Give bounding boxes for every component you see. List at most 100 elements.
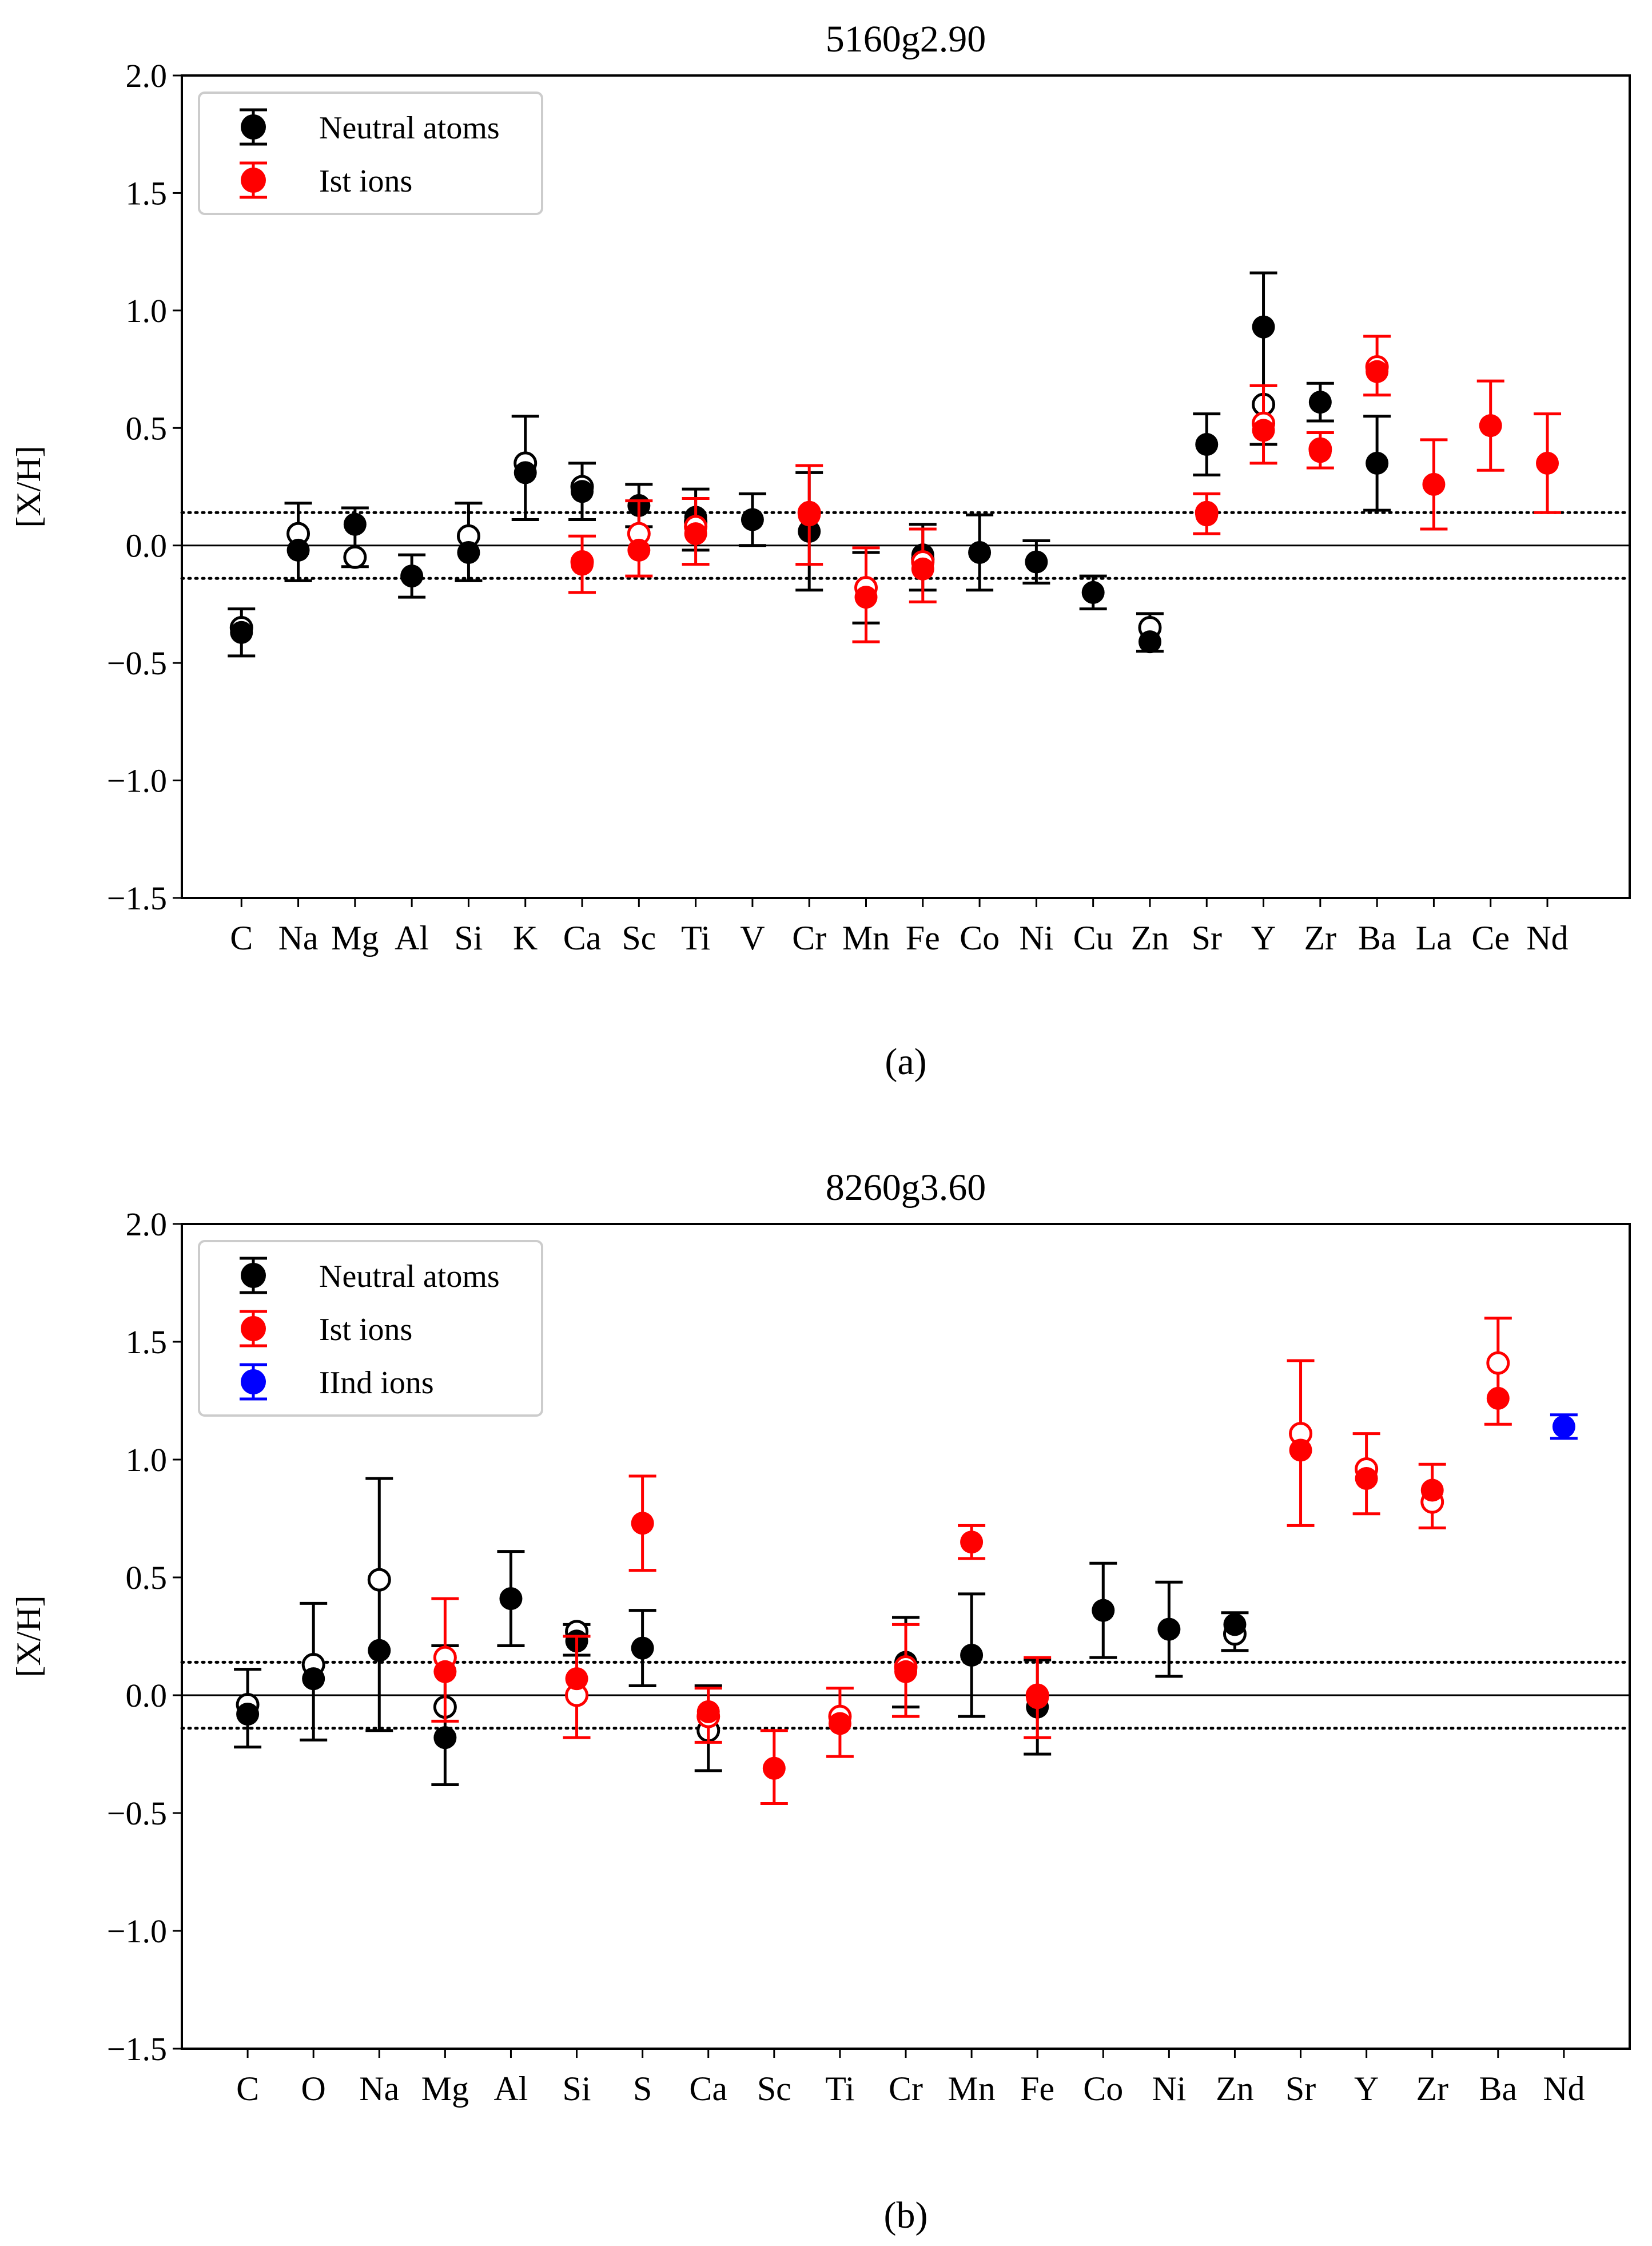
data-point — [511, 415, 539, 522]
data-point — [563, 1635, 591, 1739]
filled-marker — [1195, 503, 1219, 527]
x-tick-label: Sc — [757, 2070, 791, 2108]
filled-marker — [343, 512, 367, 536]
data-point — [1476, 379, 1504, 472]
plot-frame — [181, 1223, 1631, 2050]
data-point — [760, 1729, 788, 1806]
data-point — [228, 607, 256, 658]
filled-marker — [565, 1667, 588, 1691]
y-tick-label: −0.5 — [107, 645, 167, 682]
legend-entry-neutral: Neutral atoms — [240, 108, 500, 146]
y-tick-label: 2.0 — [126, 57, 168, 94]
legend-marker — [241, 1263, 266, 1288]
filled-marker — [457, 541, 480, 565]
y-tick-label: 1.5 — [126, 174, 168, 212]
filled-marker — [1081, 581, 1105, 604]
filled-marker — [1308, 391, 1332, 414]
x-tick-label: Cr — [889, 2070, 923, 2108]
filled-marker — [741, 508, 764, 531]
data-point — [1249, 384, 1277, 465]
y-tick-label: 0.0 — [126, 527, 168, 565]
data-point — [1550, 1413, 1578, 1440]
filled-marker — [1157, 1617, 1181, 1641]
x-tick-label: Nd — [1543, 2070, 1585, 2108]
x-tick-label: Fe — [1020, 2070, 1054, 2108]
data-point — [892, 1623, 919, 1718]
data-point — [1089, 1561, 1117, 1659]
data-point — [826, 1687, 854, 1758]
y-tick-label: 2.0 — [126, 1206, 168, 1243]
x-tick-label: Co — [1083, 2070, 1123, 2108]
filled-marker — [894, 1660, 917, 1683]
legend-label: Neutral atoms — [319, 1259, 500, 1294]
filled-marker — [236, 1702, 260, 1726]
x-tick-label: Al — [493, 2070, 528, 2108]
y-axis-label: [X/H] — [10, 1595, 47, 1677]
data-point — [1363, 335, 1391, 397]
data-point — [398, 553, 426, 599]
plot-frame — [181, 74, 1631, 899]
panel-caption: (a) — [885, 1041, 926, 1083]
x-tick-label: Al — [395, 919, 429, 957]
legend-marker — [241, 1369, 266, 1394]
x-tick-label: C — [236, 2070, 259, 2108]
x-tick-label: V — [740, 919, 765, 957]
legend: Neutral atoms Ist ions — [198, 92, 543, 215]
data-point — [1418, 1462, 1446, 1529]
data-point — [234, 1668, 262, 1749]
open-marker — [367, 1568, 391, 1592]
filled-marker — [911, 557, 934, 581]
filled-marker — [302, 1667, 325, 1691]
x-tick-label: Ba — [1479, 2070, 1517, 2108]
filled-marker — [960, 1531, 984, 1554]
x-tick-label: Zn — [1131, 919, 1169, 957]
filled-marker — [1366, 451, 1389, 475]
x-tick-label: Si — [563, 2070, 591, 2108]
filled-marker — [1138, 630, 1161, 654]
legend-entry-ion1: Ist ions — [240, 161, 412, 199]
data-point — [1363, 415, 1391, 512]
legend-label: Ist ions — [319, 164, 412, 199]
open-marker — [1486, 1351, 1510, 1375]
legend-entry-ion2: IInd ions — [240, 1363, 434, 1401]
y-tick-label: 0.5 — [126, 410, 168, 447]
x-tick-label: Co — [960, 919, 1000, 957]
filled-marker — [433, 1726, 457, 1750]
data-point — [1352, 1432, 1380, 1516]
legend-label: IInd ions — [319, 1365, 434, 1401]
data-point — [497, 1550, 525, 1647]
x-tick-label: Mn — [948, 2070, 995, 2108]
x-tick-label: Sr — [1192, 919, 1222, 957]
x-tick-label: Ni — [1152, 2070, 1186, 2108]
data-point — [852, 546, 880, 643]
x-tick-label: Fe — [906, 919, 940, 957]
filled-marker — [1366, 360, 1389, 383]
x-tick-label: K — [513, 919, 538, 957]
filled-marker — [400, 565, 424, 588]
chart-b: 8260g3.60 [X/H] −1.5 −1.0 −0.5 0.0 0.5 1.0 1.5 2.… — [10, 1167, 1631, 2236]
filled-marker — [631, 1636, 654, 1660]
filled-marker — [828, 1712, 851, 1735]
x-tick-label: Y — [1251, 919, 1276, 957]
legend-label: Ist ions — [319, 1312, 412, 1347]
x-tick-label: Cu — [1073, 919, 1113, 957]
data-point — [341, 506, 369, 569]
series-ion1 — [568, 335, 1562, 643]
filled-marker — [968, 541, 992, 565]
filled-marker — [1223, 1613, 1247, 1636]
x-tick-label: Na — [278, 919, 319, 957]
x-tick-label: Cr — [792, 919, 826, 957]
x-tick-label: Ti — [825, 2070, 854, 2108]
legend-box — [198, 1240, 543, 1417]
filled-marker — [1552, 1415, 1575, 1438]
legend-marker — [241, 168, 266, 193]
x-tick-label: Na — [359, 2070, 399, 2108]
data-point — [1306, 431, 1334, 470]
panel-caption: (b) — [884, 2195, 928, 2236]
filled-marker — [1289, 1438, 1312, 1462]
data-point — [1221, 1611, 1249, 1652]
data-point — [1534, 412, 1562, 514]
filled-marker — [368, 1639, 391, 1662]
